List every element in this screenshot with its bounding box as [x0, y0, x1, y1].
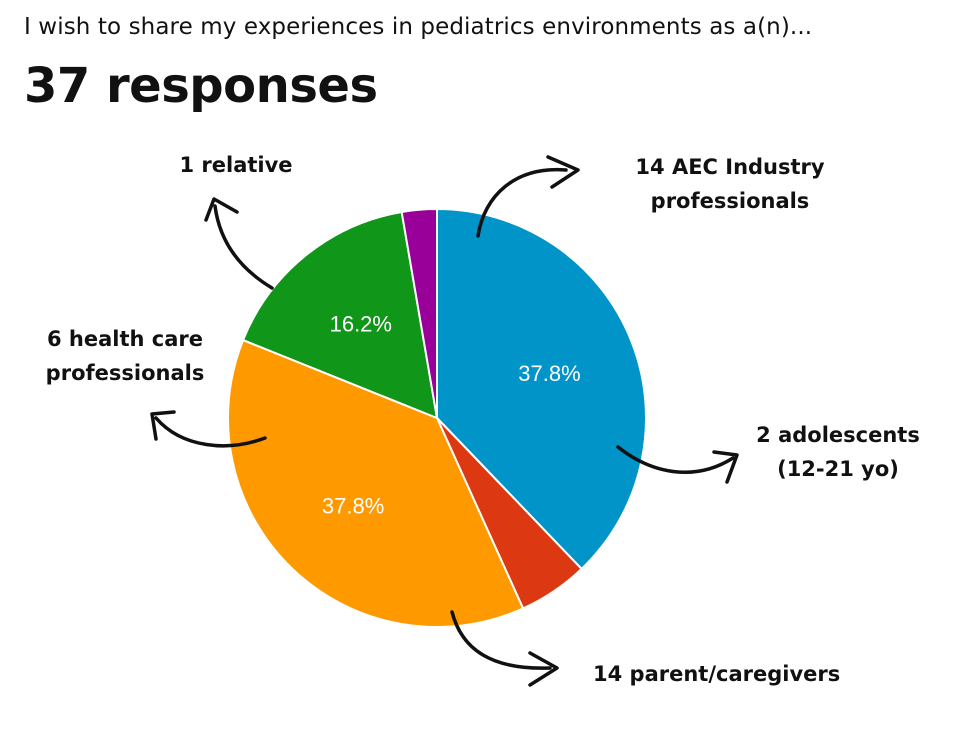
arrow-parent-caregivers	[450, 610, 559, 687]
annotation-line: professionals	[650, 189, 810, 213]
annotation-line: 6 health care	[46, 327, 204, 351]
annotation-line: 14 parent/caregivers	[593, 662, 841, 686]
annotation-adolescents: 2 adolescents (12-21 yo)	[756, 418, 920, 486]
pie-label-health-care-professionals: 16.2%	[330, 312, 392, 337]
arrow-aec-professionals	[476, 155, 580, 238]
arrow-health-care-professionals	[150, 410, 267, 448]
annotation-aec-professionals: 14 AEC Industry professionals	[635, 150, 824, 218]
arrow-adolescents	[616, 445, 739, 484]
annotation-line: professionals	[45, 361, 205, 385]
pie-label-parent-caregivers: 37.8%	[322, 494, 384, 519]
annotation-health-care-professionals: 6 health care professionals	[46, 322, 205, 390]
annotation-relative: 1 relative	[179, 148, 292, 182]
response-count: 37 responses	[24, 58, 378, 114]
arrow-relative	[204, 197, 274, 290]
annotation-line: 2 adolescents	[756, 423, 920, 447]
pie-slice-health-care-professionals	[242, 211, 438, 419]
annotation-parent-caregivers: 14 parent/caregivers	[593, 657, 840, 691]
annotation-line: (12-21 yo)	[777, 457, 899, 481]
pie-label-aec-industry-professionals: 37.8%	[518, 361, 580, 386]
survey-question: I wish to share my experiences in pediat…	[24, 14, 813, 40]
pie-slice-relative	[400, 208, 438, 419]
pie-slice-aec-industry-professionals	[436, 208, 647, 570]
annotation-line: 14 AEC Industry	[635, 155, 825, 179]
annotation-line: 1 relative	[179, 153, 293, 177]
